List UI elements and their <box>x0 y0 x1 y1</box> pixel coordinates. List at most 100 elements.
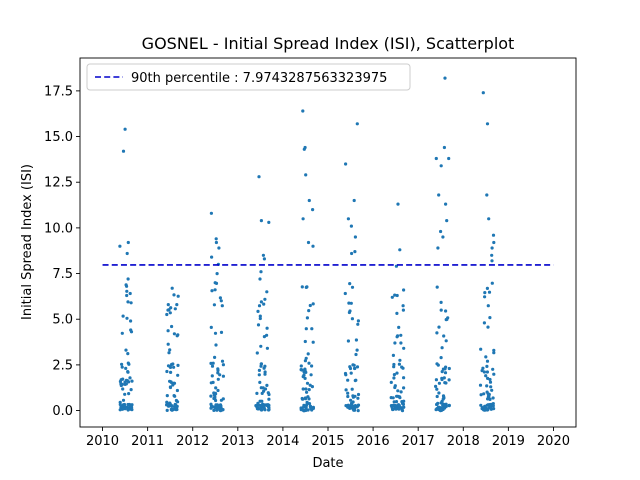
data-point <box>442 376 446 380</box>
data-point <box>118 408 122 412</box>
data-point <box>347 301 351 305</box>
data-point <box>168 348 172 352</box>
data-point <box>435 387 439 391</box>
data-point <box>402 386 406 390</box>
data-point <box>219 398 223 402</box>
data-point <box>260 399 264 403</box>
data-point <box>486 392 490 396</box>
data-point <box>172 293 176 297</box>
data-point <box>307 309 311 313</box>
data-point <box>170 404 174 408</box>
data-point <box>348 366 353 371</box>
data-point <box>256 323 261 327</box>
data-point <box>400 401 405 405</box>
data-point <box>173 394 177 398</box>
data-point <box>265 403 269 407</box>
data-point <box>126 240 130 245</box>
data-point <box>447 378 451 382</box>
data-point <box>124 382 128 386</box>
data-point <box>209 394 213 398</box>
data-point <box>348 282 352 286</box>
data-point <box>121 398 126 402</box>
data-point <box>258 403 262 407</box>
data-point <box>442 395 446 399</box>
data-point <box>485 359 490 363</box>
data-point <box>439 300 443 304</box>
data-point <box>212 408 216 412</box>
data-point <box>350 387 354 391</box>
data-point <box>302 147 306 151</box>
data-point <box>306 240 311 245</box>
data-point <box>172 381 176 385</box>
data-point <box>171 362 175 366</box>
data-point <box>126 370 130 374</box>
legend: 90th percentile : 7.9743287563323975 <box>86 63 411 91</box>
data-point <box>490 253 494 257</box>
data-point <box>175 407 179 412</box>
data-point <box>121 149 126 153</box>
data-point <box>356 409 360 413</box>
data-point <box>485 384 489 388</box>
data-point <box>490 246 494 250</box>
data-point <box>306 352 310 356</box>
data-point <box>484 355 488 359</box>
data-point <box>125 293 129 298</box>
data-point <box>166 308 170 312</box>
data-point <box>308 303 312 308</box>
data-point <box>214 392 218 396</box>
data-point <box>213 288 217 292</box>
data-point <box>346 378 350 382</box>
data-point <box>124 348 128 352</box>
data-point <box>486 325 490 329</box>
data-point <box>129 319 133 323</box>
data-point <box>397 325 401 329</box>
data-point <box>394 400 399 404</box>
data-point <box>488 397 492 401</box>
data-point <box>441 407 445 412</box>
data-point <box>213 395 217 399</box>
data-point <box>128 376 132 380</box>
x-tick-label: 2011 <box>131 434 164 449</box>
data-point <box>168 379 172 383</box>
data-point <box>352 198 356 203</box>
x-tick-label: 2020 <box>537 434 570 449</box>
data-point <box>121 314 125 318</box>
data-point <box>259 344 263 348</box>
data-point <box>391 353 395 357</box>
data-point <box>485 370 489 374</box>
data-point <box>209 402 213 406</box>
data-point <box>167 351 171 355</box>
data-point <box>490 388 494 392</box>
data-point <box>436 246 440 250</box>
data-point <box>261 402 265 406</box>
data-point <box>439 407 443 411</box>
data-point <box>443 404 447 408</box>
data-point <box>446 316 450 320</box>
data-point <box>301 109 305 113</box>
data-point <box>260 391 264 395</box>
data-point <box>259 362 263 366</box>
data-point <box>301 217 305 221</box>
data-point <box>128 291 132 296</box>
y-tick-label: 5.0 <box>52 313 73 328</box>
data-point <box>129 301 133 305</box>
data-point <box>487 290 492 294</box>
data-point <box>398 248 402 252</box>
data-point <box>262 335 266 339</box>
data-point <box>214 237 218 241</box>
data-point <box>402 405 406 409</box>
data-point <box>488 316 492 320</box>
data-point <box>259 364 263 368</box>
data-point <box>214 240 218 245</box>
data-point <box>399 333 403 337</box>
data-point <box>492 240 496 245</box>
data-point <box>395 371 399 375</box>
data-point <box>437 381 441 385</box>
data-point <box>489 385 493 389</box>
data-point <box>304 356 308 360</box>
data-point <box>444 309 448 313</box>
data-point <box>118 244 122 248</box>
data-point <box>176 363 180 367</box>
data-point <box>304 327 308 331</box>
data-point <box>482 392 486 396</box>
